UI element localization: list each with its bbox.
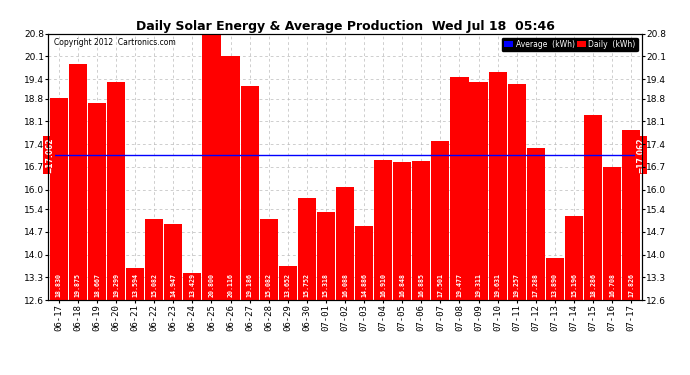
- Bar: [374, 160, 392, 300]
- Bar: [526, 148, 545, 300]
- Text: 18.667: 18.667: [94, 273, 100, 297]
- Text: 16.848: 16.848: [400, 273, 405, 297]
- Bar: [336, 187, 354, 300]
- Bar: [126, 268, 144, 300]
- Bar: [202, 34, 221, 300]
- Bar: [412, 161, 431, 300]
- Bar: [298, 198, 316, 300]
- Bar: [393, 162, 411, 300]
- Title: Daily Solar Energy & Average Production  Wed Jul 18  05:46: Daily Solar Energy & Average Production …: [135, 20, 555, 33]
- Bar: [69, 64, 87, 300]
- Text: 16.910: 16.910: [380, 273, 386, 297]
- Text: 20.800: 20.800: [208, 273, 215, 297]
- Text: 17.501: 17.501: [437, 273, 444, 297]
- Text: 15.082: 15.082: [266, 273, 272, 297]
- Text: 19.631: 19.631: [495, 273, 501, 297]
- Text: 15.318: 15.318: [323, 273, 329, 297]
- Text: 18.830: 18.830: [56, 273, 62, 297]
- Bar: [451, 77, 469, 300]
- Bar: [431, 141, 449, 300]
- Text: 15.082: 15.082: [151, 273, 157, 297]
- Text: 16.088: 16.088: [342, 273, 348, 297]
- Bar: [88, 103, 106, 300]
- Bar: [259, 219, 278, 300]
- Bar: [355, 226, 373, 300]
- Bar: [546, 258, 564, 300]
- Bar: [584, 116, 602, 300]
- Text: Copyright 2012  Cartronics.com: Copyright 2012 Cartronics.com: [55, 38, 176, 47]
- Text: 13.594: 13.594: [132, 273, 138, 297]
- Bar: [622, 130, 640, 300]
- Text: 13.890: 13.890: [552, 273, 558, 297]
- Text: 17.826: 17.826: [628, 273, 634, 297]
- Text: =17.062: =17.062: [636, 137, 645, 173]
- Bar: [50, 98, 68, 300]
- Text: 16.885: 16.885: [418, 273, 424, 297]
- Text: 19.477: 19.477: [457, 273, 462, 297]
- Text: 18.286: 18.286: [590, 273, 596, 297]
- Bar: [279, 266, 297, 300]
- Bar: [508, 84, 526, 300]
- Bar: [145, 219, 164, 300]
- Bar: [221, 56, 239, 300]
- Text: 13.652: 13.652: [285, 273, 290, 297]
- Bar: [184, 273, 201, 300]
- Text: 15.752: 15.752: [304, 273, 310, 297]
- Text: 19.186: 19.186: [246, 273, 253, 297]
- Text: 14.886: 14.886: [361, 273, 367, 297]
- Legend: Average  (kWh), Daily  (kWh): Average (kWh), Daily (kWh): [502, 38, 638, 51]
- Text: =17.062: =17.062: [45, 137, 54, 173]
- Text: 19.299: 19.299: [113, 273, 119, 297]
- Bar: [107, 82, 125, 300]
- Text: 20.116: 20.116: [228, 273, 233, 297]
- Bar: [241, 86, 259, 300]
- Text: 17.288: 17.288: [533, 273, 539, 297]
- Text: 14.947: 14.947: [170, 273, 176, 297]
- Text: 13.429: 13.429: [189, 273, 195, 297]
- Text: 19.257: 19.257: [514, 273, 520, 297]
- Text: 19.875: 19.875: [75, 273, 81, 297]
- Bar: [603, 166, 621, 300]
- Text: 16.708: 16.708: [609, 273, 615, 297]
- Bar: [469, 82, 488, 300]
- Text: 15.196: 15.196: [571, 273, 577, 297]
- Bar: [317, 212, 335, 300]
- Text: 19.311: 19.311: [475, 273, 482, 297]
- Bar: [565, 216, 583, 300]
- Bar: [489, 72, 506, 300]
- Bar: [164, 224, 182, 300]
